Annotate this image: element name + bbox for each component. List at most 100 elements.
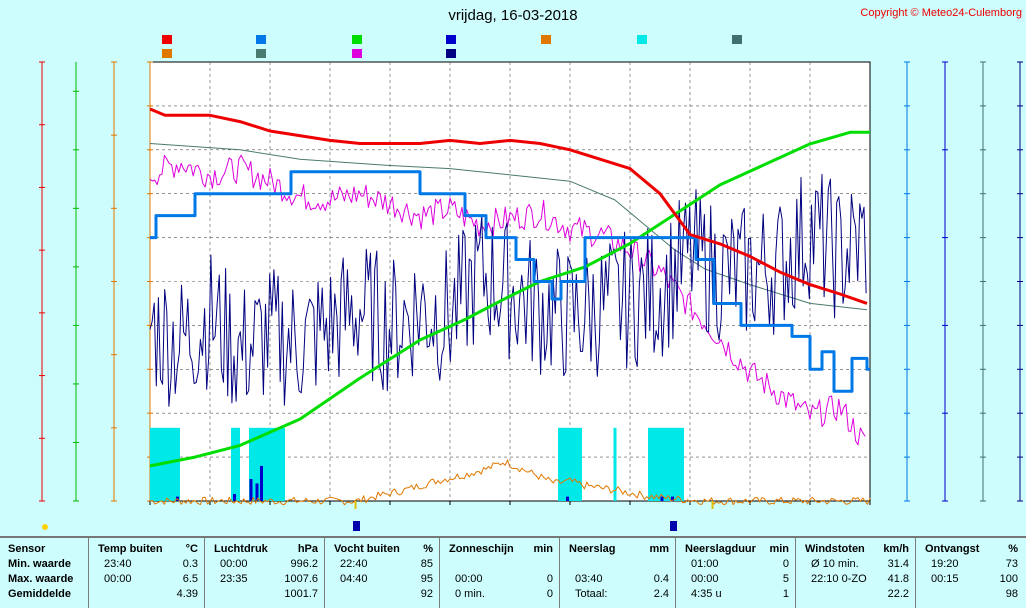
legend-swatch [162, 35, 172, 44]
table-cell-value: 0.4 [653, 573, 669, 585]
rain-duration-bar [613, 427, 617, 501]
legend-swatch [256, 49, 266, 58]
statistics-table: Sensor Min. waarde Max. waarde Gemiddelde Te… [0, 538, 1026, 608]
legend-swatch [732, 35, 742, 44]
table-cell-value: 92 [420, 588, 433, 600]
legend-swatch [256, 35, 266, 44]
series-line-windchill [149, 154, 866, 446]
table-cell-value: 85 [420, 558, 433, 570]
lines-layer [149, 107, 871, 506]
table-header: Sensor [8, 543, 46, 555]
legend-swatch [162, 49, 172, 58]
rain-bar [660, 496, 664, 501]
table-cell-value: 41.8 [887, 573, 909, 585]
table-header: Luchtdruk [214, 543, 268, 555]
table-header-unit: °C [185, 543, 198, 555]
rain-bar [260, 465, 263, 501]
table-header: Windstoten [805, 543, 865, 555]
table-header-unit: % [1008, 543, 1018, 555]
table-cell-time: 04:40 [340, 573, 368, 585]
table-cell-time: 23:40 [104, 558, 132, 570]
table-cell-value: 1 [782, 588, 789, 600]
table-cell-time: 00:00 [691, 573, 719, 585]
table-cell-time: 03:40 [575, 573, 603, 585]
series-line-temp-buiten [149, 107, 868, 305]
table-cell-value: 0 [782, 558, 789, 570]
series-line-dauwpunt [149, 143, 868, 311]
table-cell-time: 00:00 [455, 573, 483, 585]
table-column-separator [204, 538, 205, 608]
table-cell-value: 0.3 [182, 558, 198, 570]
table-header-unit: mm [649, 543, 669, 555]
table-column-separator [324, 538, 325, 608]
table-row-label: Max. waarde [8, 573, 74, 585]
table-header: Temp buiten [98, 543, 163, 555]
table-cell-value: 6.5 [182, 573, 198, 585]
table-cell-value: 98 [1005, 588, 1018, 600]
table-cell-value: 1007.6 [284, 573, 318, 585]
table-row-label: Gemiddelde [8, 588, 71, 600]
table-header-unit: km/h [883, 543, 909, 555]
legend-swatch [637, 35, 647, 44]
table-cell-value: 5 [782, 573, 789, 585]
table-cell-value: 73 [1005, 558, 1018, 570]
rain-bar [566, 496, 569, 501]
table-header: Ontvangst [925, 543, 980, 555]
bars-layer [150, 427, 684, 501]
copyright-text: Copyright © Meteo24-Culemborg [860, 7, 1022, 19]
series-line-vocht-buiten [150, 170, 870, 393]
rain-bar [249, 479, 253, 501]
table-separator [0, 536, 1026, 538]
weather-chart: vrijdag, 16-03-2018 Copyright © Meteo24-… [39, 7, 1023, 531]
table-column-separator [795, 538, 796, 608]
table-cell-time: 23:35 [220, 573, 248, 585]
table-column-separator [88, 538, 89, 608]
labels-layer [42, 35, 742, 531]
table-cell-value: 1001.7 [284, 588, 318, 600]
table-cell-value: 22.2 [887, 588, 909, 600]
table-header-unit: min [769, 543, 789, 555]
table-cell-time: 0 min. [455, 588, 485, 600]
chart-title: vrijdag, 16-03-2018 [448, 7, 577, 24]
rain-duration-bar [231, 427, 240, 501]
table-cell-value: 996.2 [290, 558, 318, 570]
rain-bar [255, 483, 259, 501]
table-column-separator [439, 538, 440, 608]
rain-duration-bar [558, 427, 582, 501]
rain-bar [233, 493, 236, 501]
table-cell-value: 0 [546, 588, 553, 600]
table-cell-time: 4:35 u [691, 588, 722, 600]
table-cell-value: 0 [546, 573, 553, 585]
legend-swatch [446, 35, 456, 44]
table-cell-value: 95 [420, 573, 433, 585]
table-cell-time: Ø 10 min. [811, 558, 859, 570]
sun-icon [42, 524, 48, 530]
table-header: Zonneschijn [449, 543, 514, 555]
table-cell-time: 01:00 [691, 558, 719, 570]
table-row-label: Min. waarde [8, 558, 71, 570]
table-header: Vocht buiten [334, 543, 400, 555]
table-column-separator [915, 538, 916, 608]
legend-swatch [352, 49, 362, 58]
table-cell-value: 31.4 [887, 558, 909, 570]
table-cell-time: 00:15 [931, 573, 959, 585]
legend-swatch [352, 35, 362, 44]
table-cell-time: 00:00 [104, 573, 132, 585]
table-cell-time: 19:20 [931, 558, 959, 570]
table-column-separator [675, 538, 676, 608]
sunset-icon [670, 521, 677, 531]
table-cell-value: 4.39 [176, 588, 198, 600]
table-cell-time: 22:40 [340, 558, 368, 570]
rain-bar [671, 496, 674, 501]
series-line-windstoten [149, 173, 867, 407]
table-header-unit: min [533, 543, 553, 555]
table-cell-value: 2.4 [653, 588, 669, 600]
table-header-unit: hPa [297, 543, 318, 555]
table-cell-time: Totaal: [575, 588, 608, 600]
table-column-separator [559, 538, 560, 608]
legend-swatch [446, 49, 456, 58]
table-header: Neerslagduur [685, 543, 756, 555]
rain-duration-bar [648, 427, 684, 501]
sunrise-icon [353, 521, 360, 531]
table-header-unit: % [423, 543, 433, 555]
